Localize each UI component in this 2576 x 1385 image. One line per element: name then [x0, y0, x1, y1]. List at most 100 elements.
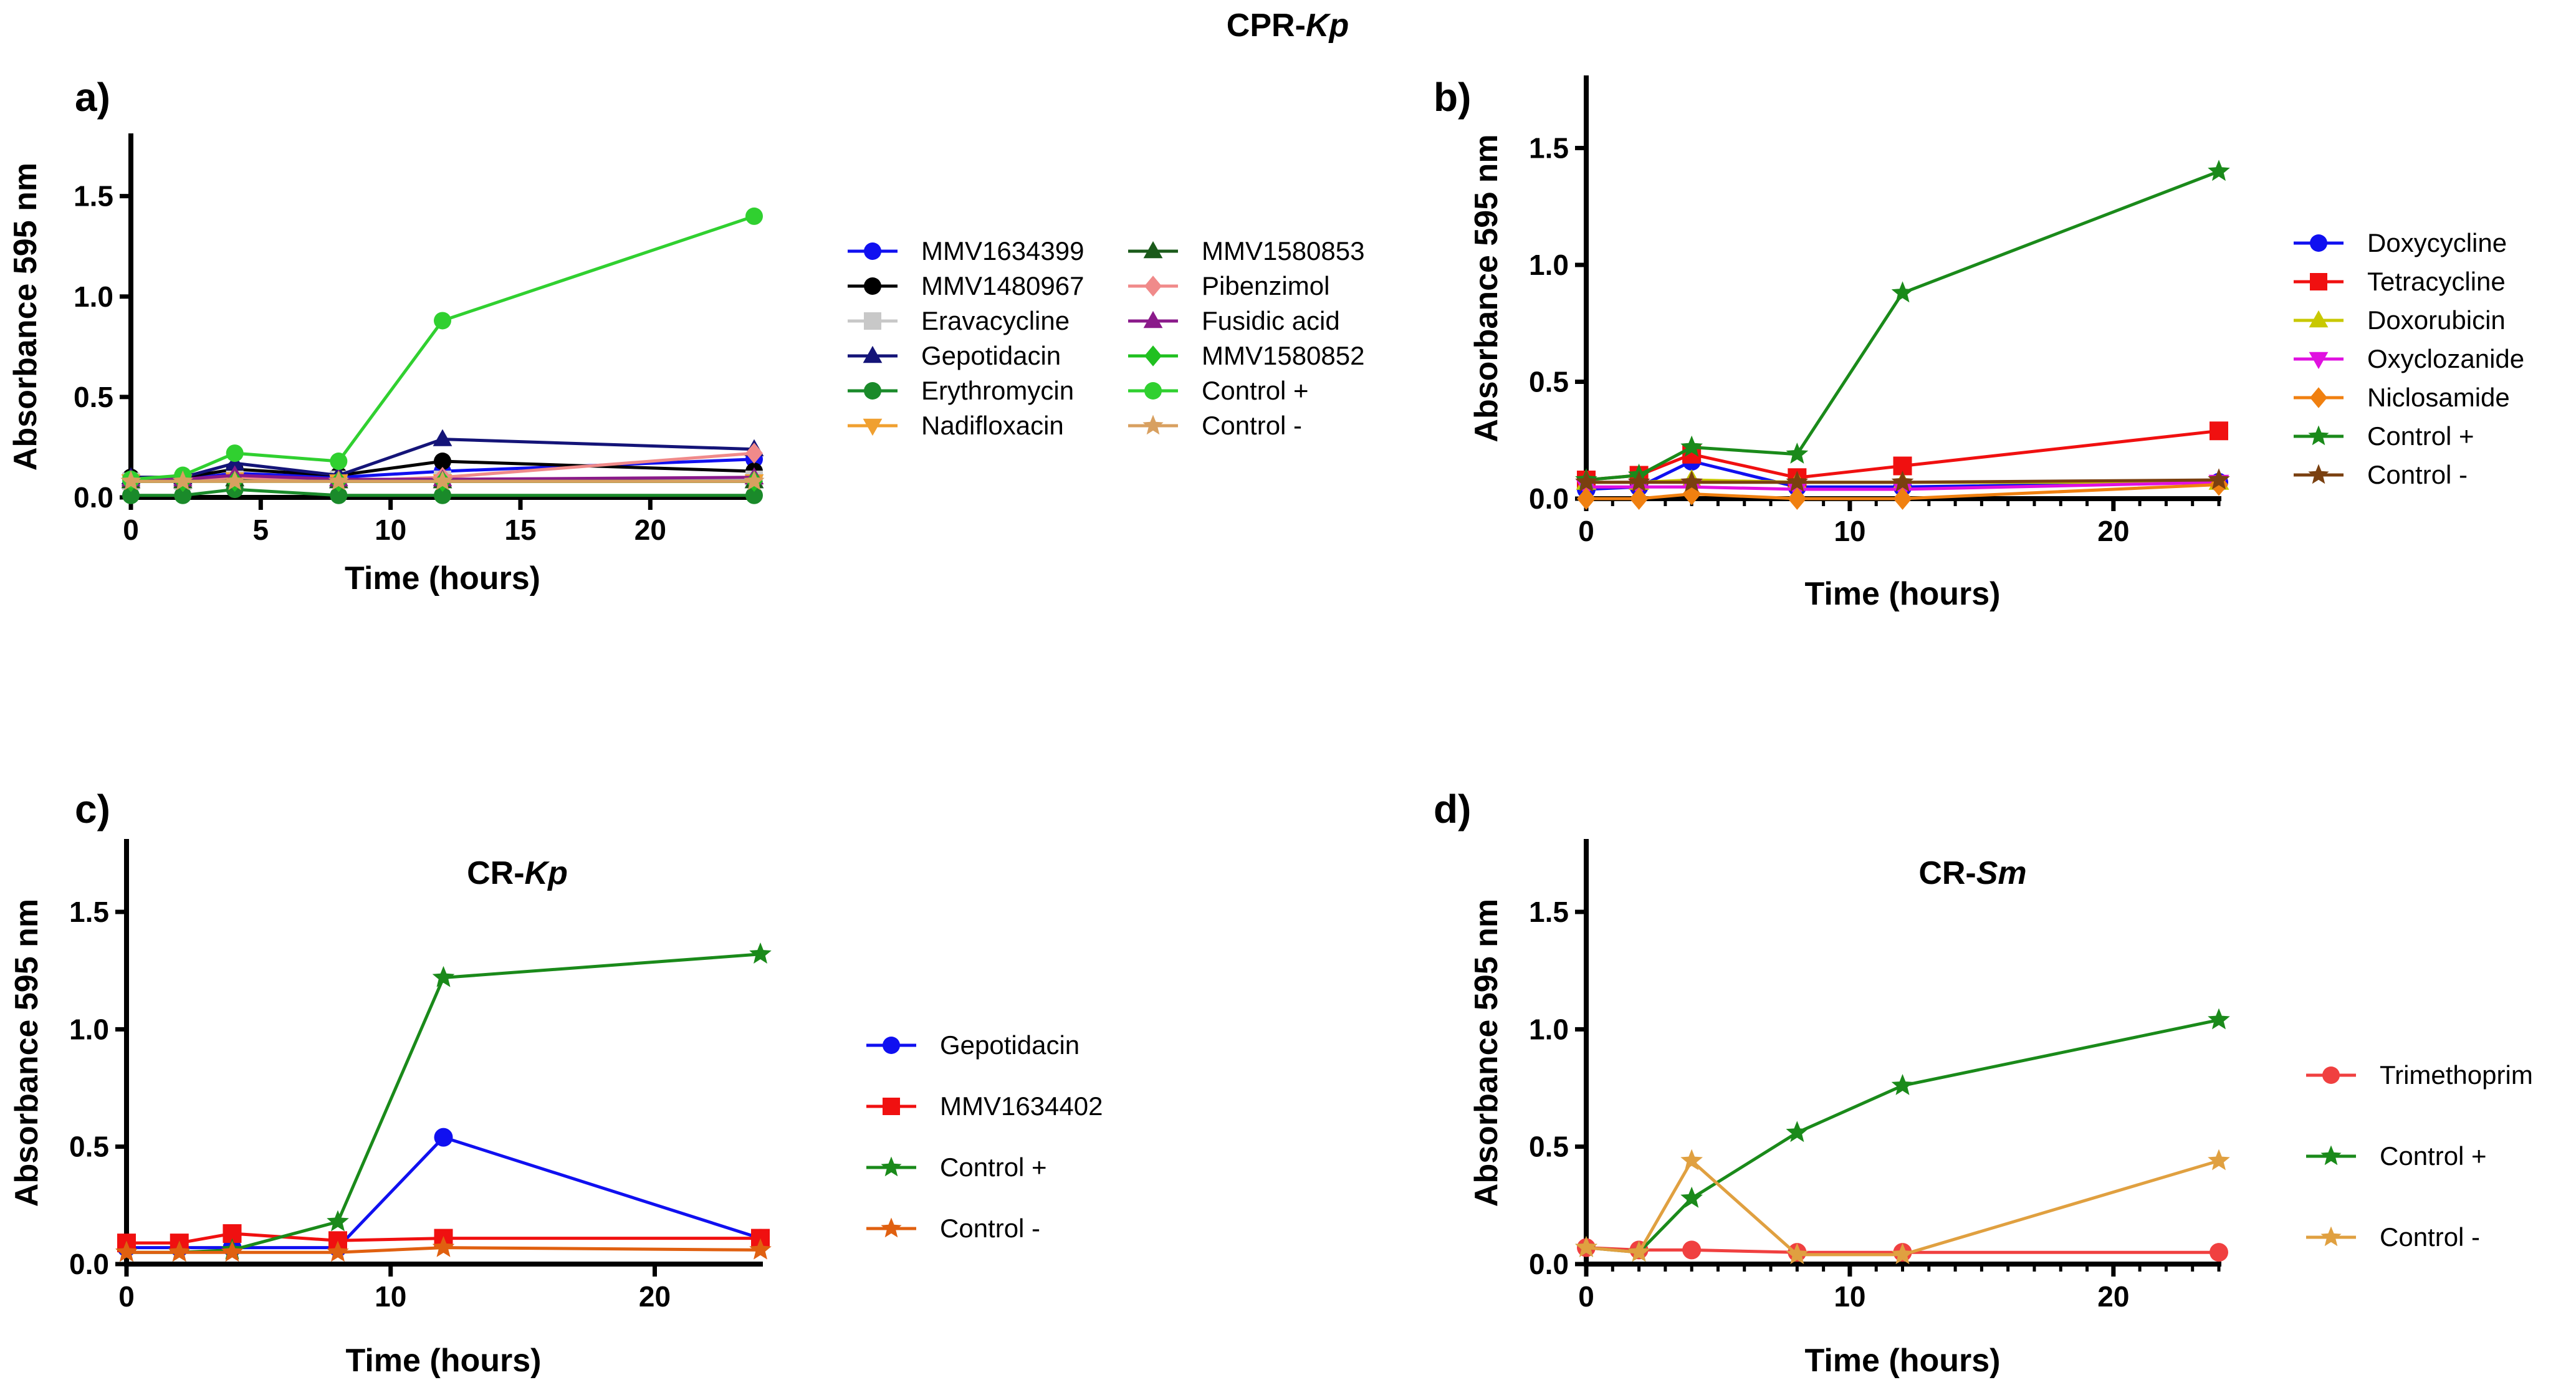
legend-marker [1144, 345, 1162, 367]
ytick-label: 1.0 [1529, 249, 1569, 281]
legend-label: Control + [2367, 421, 2474, 451]
legend-item: Control + [1128, 376, 1309, 405]
legend-label: Fusidic acid [1202, 306, 1340, 335]
panel-title: CR-Kp [467, 855, 568, 891]
series-control- [120, 470, 765, 491]
ytick-label: 1.0 [69, 1013, 109, 1045]
xtick-label: 10 [375, 514, 406, 546]
panel-title: CR-Sm [1918, 855, 2026, 891]
x-axis-label: Time (hours) [1805, 576, 2001, 612]
data-point [434, 453, 451, 470]
panel-a: 0.0 0.5 1.0 1.5 0 5 10 15 20 Time (hours) Absorban… [7, 75, 1365, 597]
legend-label: Nadifloxacin [921, 411, 1064, 440]
ytick-label: 0.0 [69, 1248, 109, 1280]
legend-marker [2320, 1145, 2342, 1166]
ytick-label: 0.5 [69, 1131, 109, 1163]
data-point [122, 486, 140, 504]
legend-marker [2322, 1066, 2340, 1084]
data-point [2208, 468, 2230, 490]
data-point [433, 429, 452, 446]
xtick-label: 20 [2097, 1280, 2129, 1313]
ytick-label: 0.0 [1529, 482, 1569, 515]
xtick-label: 10 [1834, 1280, 1865, 1313]
legend-label: MMV1480967 [921, 271, 1085, 300]
legend-a: MMV1634399 MMV1480967 Eravacycline Gepotida… [848, 236, 1365, 440]
data-point [1627, 471, 1650, 492]
legend-label: Trimethoprim [2380, 1060, 2533, 1090]
data-point [330, 453, 348, 470]
data-point [224, 470, 246, 491]
legend-item: Control + [2294, 421, 2474, 451]
legend-label: Control + [940, 1153, 1047, 1182]
xtick-label: 15 [504, 514, 536, 546]
legend-marker [864, 242, 881, 260]
legend-marker [864, 312, 881, 330]
panel-label: a) [75, 75, 110, 120]
legend-marker [1144, 276, 1162, 297]
legend-marker [2310, 234, 2327, 252]
ytick-label: 0.0 [74, 481, 113, 514]
data-point [1680, 435, 1703, 457]
data-point [1786, 1121, 1809, 1143]
legend-label: Control - [2380, 1222, 2480, 1252]
data-point [327, 1240, 349, 1262]
panel-label: d) [1434, 787, 1471, 831]
data-point [434, 1128, 453, 1147]
xtick-label: 20 [634, 514, 666, 546]
figure-title: CPR-Kp [1227, 7, 1349, 44]
legend-label: Gepotidacin [921, 341, 1061, 370]
data-point [434, 486, 451, 504]
legend-item: Tetracycline [2294, 267, 2506, 296]
ytick-label: 1.5 [1529, 896, 1569, 928]
y-axis-label: Absorbance 595 nm [7, 163, 44, 471]
legend-item: Niclosamide [2294, 383, 2510, 412]
legend-label: Erythromycin [921, 376, 1074, 405]
data-point [2210, 421, 2228, 441]
data-point [1891, 1074, 1914, 1095]
data-point [1893, 487, 1912, 510]
data-point [1627, 1240, 1650, 1262]
legend-label: Doxorubicin [2367, 305, 2506, 335]
y-axis-label: Absorbance 595 nm [1468, 899, 1505, 1207]
legend-marker [863, 418, 883, 436]
series-line [127, 1246, 761, 1254]
data-point [168, 1240, 191, 1262]
ytick-label: 1.5 [69, 896, 109, 928]
legend-marker [881, 1156, 902, 1177]
legend-marker [2310, 273, 2327, 290]
data-point [434, 312, 451, 330]
legend-marker [864, 277, 881, 295]
legend-marker [1143, 310, 1163, 328]
data-point [1786, 1243, 1809, 1265]
data-point [432, 470, 453, 491]
data-point [1786, 443, 1809, 464]
panel-label: c) [75, 787, 110, 831]
panel-c: 0.0 0.5 1.0 1.5 0 10 20 Time (hours) Absorbance … [9, 787, 1103, 1379]
legend-item: Control - [2306, 1222, 2480, 1252]
data-point [1891, 1243, 1914, 1265]
x-axis-label: Time (hours) [346, 1343, 542, 1379]
ytick-label: 1.5 [1529, 132, 1569, 165]
data-point [1680, 1186, 1703, 1208]
legend-item: Oxyclozanide [2294, 344, 2524, 373]
legend-label: Control - [940, 1214, 1040, 1243]
legend-label: Control - [2367, 460, 2468, 489]
legend-item: Pibenzimol [1128, 271, 1329, 300]
ytick-label: 1.0 [1529, 1013, 1569, 1045]
ytick-label: 0.5 [74, 381, 113, 413]
xtick-label: 5 [253, 514, 269, 546]
series-line [1586, 1158, 2219, 1257]
legend-item: MMV1580852 [1128, 341, 1365, 370]
legend-marker [1144, 382, 1162, 400]
panel-label: b) [1434, 75, 1471, 120]
legend-marker [2308, 425, 2329, 446]
data-point [172, 470, 193, 491]
data-point [330, 486, 348, 504]
panel-b: 0.0 0.5 1.0 1.5 0 10 20 Time (hours) Absorbance … [1434, 75, 2524, 612]
legend-marker [1143, 241, 1163, 259]
series-line [1586, 1018, 2219, 1254]
ytick-label: 0.5 [1529, 1131, 1569, 1163]
data-point [1680, 471, 1703, 492]
legend-item: Doxycycline [2294, 228, 2507, 257]
data-point [1788, 487, 1807, 510]
